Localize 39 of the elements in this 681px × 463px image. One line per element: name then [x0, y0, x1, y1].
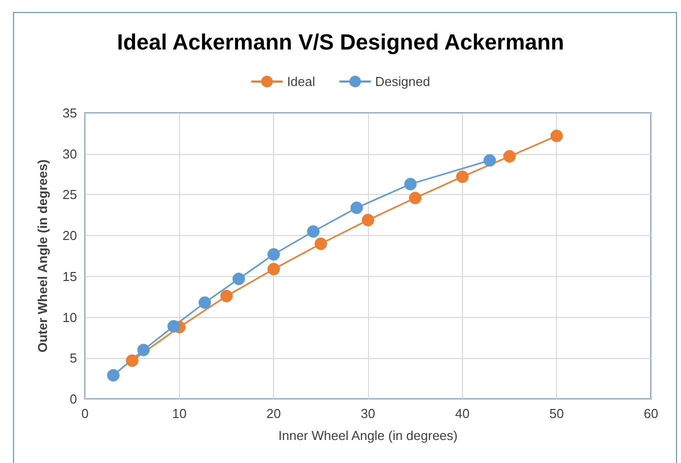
point — [503, 150, 516, 163]
point — [107, 369, 120, 382]
point — [232, 272, 246, 286]
point — [550, 130, 563, 142]
point — [307, 225, 320, 238]
x-axis-title: Inner Wheel Angle (in degrees) — [278, 428, 458, 443]
point — [267, 248, 280, 261]
x-tick-label: 30 — [360, 406, 376, 421]
point — [350, 202, 363, 214]
x-tick-label: 60 — [644, 406, 658, 421]
y-tick-label: 15 — [62, 268, 77, 284]
point — [408, 192, 422, 204]
point — [267, 262, 280, 276]
point — [198, 296, 212, 309]
y-tick-label: 25 — [62, 187, 77, 202]
point — [404, 178, 417, 190]
point — [220, 290, 233, 302]
legend-label: Designed — [375, 74, 430, 89]
legend-label: Ideal — [286, 74, 316, 89]
chart-title: Ideal Ackermann V/S Designed Ackermann — [116, 30, 564, 54]
point — [314, 237, 328, 250]
x-tick-label: 10 — [172, 406, 187, 421]
x-tick-label: 0 — [81, 406, 89, 421]
point — [456, 170, 469, 183]
y-tick-label: 10 — [62, 310, 77, 325]
point — [167, 320, 180, 333]
point — [362, 214, 374, 226]
x-tick-label: 40 — [455, 406, 470, 421]
point — [137, 344, 150, 356]
x-tick-label: 50 — [549, 406, 564, 421]
y-axis-title: Outer Wheel Angle (in degrees) — [35, 159, 50, 353]
point — [483, 154, 496, 167]
y-tick-label: 5 — [70, 350, 77, 366]
y-tick-label: 20 — [62, 228, 77, 244]
y-tick-label: 0 — [70, 392, 77, 406]
x-tick-label: 20 — [266, 406, 281, 421]
point — [126, 354, 138, 367]
y-tick-label: 30 — [62, 146, 77, 162]
y-tick-label: 35 — [62, 106, 77, 120]
